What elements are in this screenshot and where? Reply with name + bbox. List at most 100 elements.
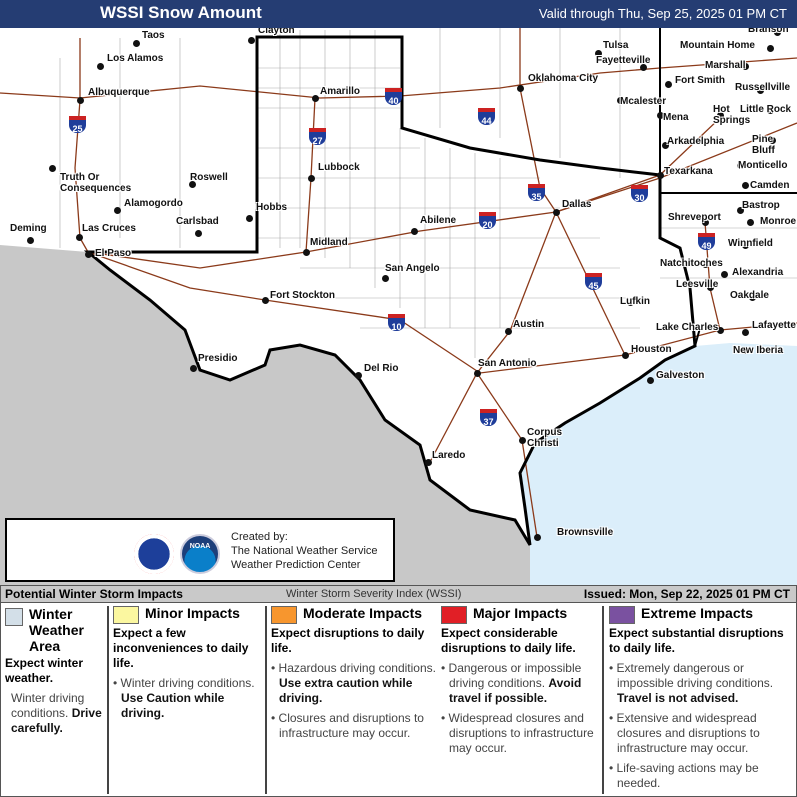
moderate-swatch xyxy=(271,606,297,624)
city-dot xyxy=(707,284,714,291)
interstate-shield-icon: 44 xyxy=(478,108,495,126)
city-label: Oklahoma City xyxy=(528,73,599,84)
interstate-shield-icon: 40 xyxy=(385,88,402,106)
city-dot xyxy=(767,45,774,52)
city-dot xyxy=(702,219,709,226)
city-dot xyxy=(85,251,92,258)
city-dot xyxy=(657,172,664,179)
city-dot xyxy=(742,63,749,70)
legend-col-minor: Minor Impacts Expect a few inconvenience… xyxy=(107,606,265,794)
city-label: Roswell xyxy=(190,172,228,183)
impact-advice: Travel is not advised. xyxy=(617,691,739,705)
city-dot xyxy=(425,459,432,466)
city-dot xyxy=(190,365,197,372)
category-name: Minor Impacts xyxy=(145,605,240,622)
city-label: Corpus Christi xyxy=(527,427,562,449)
credit-line: Created by: xyxy=(231,531,288,543)
city-dot xyxy=(76,234,83,241)
city-label: Taos xyxy=(142,30,165,41)
city-dot xyxy=(647,377,654,384)
city-dot xyxy=(519,437,526,444)
legend-subtitle: Winter Storm Severity Index (WSSI) xyxy=(286,588,462,600)
city-dot xyxy=(774,29,781,36)
city-dot xyxy=(248,37,255,44)
city-label: Little Rock xyxy=(740,104,792,115)
city-label: Texarkana xyxy=(664,166,713,177)
noaa-logo: NOAA xyxy=(180,534,220,574)
category-name: Moderate Impacts xyxy=(303,605,423,622)
city-label: Hobbs xyxy=(256,202,288,213)
interstate-shield-icon: 49 xyxy=(698,233,715,251)
category-desc: Expect winter weather. xyxy=(5,656,84,685)
city-label: Pine Bluff xyxy=(752,134,775,156)
city-label: El Paso xyxy=(95,248,132,259)
impact-text: Closures and disruptions to infrastructu… xyxy=(278,711,424,740)
city-dot xyxy=(742,347,749,354)
noaa-logo-text: NOAA xyxy=(189,543,211,550)
impact-advice: Use Caution while driving. xyxy=(121,691,225,720)
impact-advice: Use extra caution while driving. xyxy=(279,676,413,705)
minor-swatch xyxy=(113,606,139,624)
city-label: Albuquerque xyxy=(88,87,150,98)
winter-weather-swatch xyxy=(5,608,23,626)
credit-line: The National Weather Service xyxy=(231,545,378,557)
city-label: Lufkin xyxy=(620,296,650,307)
city-label: Carlsbad xyxy=(176,216,219,227)
city-dot xyxy=(657,112,664,119)
city-label: Tulsa xyxy=(603,40,629,51)
city-label: Marshall xyxy=(705,60,746,71)
city-label: Monticello xyxy=(738,160,788,171)
city-label: Hot Springs xyxy=(713,104,751,126)
mexico-area xyxy=(0,245,530,585)
legend-header: Potential Winter Storm Impacts Winter St… xyxy=(1,586,796,603)
credit-box: NOAA Created by: The National Weather Se… xyxy=(5,518,395,582)
city-dot xyxy=(769,137,776,144)
city-dot xyxy=(411,228,418,235)
city-dot xyxy=(627,299,634,306)
city-label: Oakdale xyxy=(730,290,769,301)
city-dot xyxy=(640,64,647,71)
city-label: Deming xyxy=(10,223,47,234)
city-dot xyxy=(189,181,196,188)
city-dot xyxy=(77,97,84,104)
city-label: Mountain Home xyxy=(680,40,755,51)
city-dot xyxy=(517,85,524,92)
credit-text: Created by: The National Weather Service… xyxy=(231,530,378,572)
city-label: San Angelo xyxy=(385,263,440,274)
city-dot xyxy=(617,97,624,104)
impact-text: Life-saving actions may be needed. xyxy=(616,761,759,790)
interstate-shield-icon: 35 xyxy=(528,184,545,202)
city-label: Mcalester xyxy=(620,96,667,107)
category-name: Extreme Impacts xyxy=(641,605,754,622)
city-dot xyxy=(747,219,754,226)
city-label: Amarillo xyxy=(320,86,361,97)
valid-time: Valid through Thu, Sep 25, 2025 01 PM CT xyxy=(538,6,787,21)
major-swatch xyxy=(441,606,467,624)
interstate-shield-icon: 37 xyxy=(480,409,497,427)
nws-logo xyxy=(134,534,174,574)
city-label: Las Cruces xyxy=(82,223,136,234)
city-dot xyxy=(303,249,310,256)
category-desc: Expect disruptions to daily life. xyxy=(271,626,425,655)
city-dot xyxy=(114,207,121,214)
impact-text: Hazardous driving conditions. xyxy=(278,661,436,675)
city-label: San Antonio xyxy=(478,358,537,369)
city-dot xyxy=(262,297,269,304)
interstate-shield-icon: 30 xyxy=(631,185,648,203)
interstate-shield-icon: 27 xyxy=(309,128,326,146)
category-desc: Expect a few inconveniences to daily lif… xyxy=(113,626,249,670)
city-dot xyxy=(721,271,728,278)
legend-title: Potential Winter Storm Impacts xyxy=(5,587,183,601)
city-dot xyxy=(133,40,140,47)
interstate-shield-icon: 25 xyxy=(69,116,86,134)
city-label: Laredo xyxy=(432,450,466,461)
city-dot xyxy=(662,142,669,149)
impact-legend: Potential Winter Storm Impacts Winter St… xyxy=(0,585,797,797)
interstate-shield-icon: 10 xyxy=(388,314,405,332)
city-label: Lake Charles xyxy=(656,322,719,333)
city-label: Truth Or Consequences xyxy=(60,172,132,194)
impact-text: Extensive and widespread closures and di… xyxy=(616,711,760,755)
city-dot xyxy=(717,112,724,119)
map[interactable]: Taos Clayton Los Alamos Albuquerque Amarillo… xyxy=(0,28,797,585)
city-label: Fort Smith xyxy=(675,75,725,86)
